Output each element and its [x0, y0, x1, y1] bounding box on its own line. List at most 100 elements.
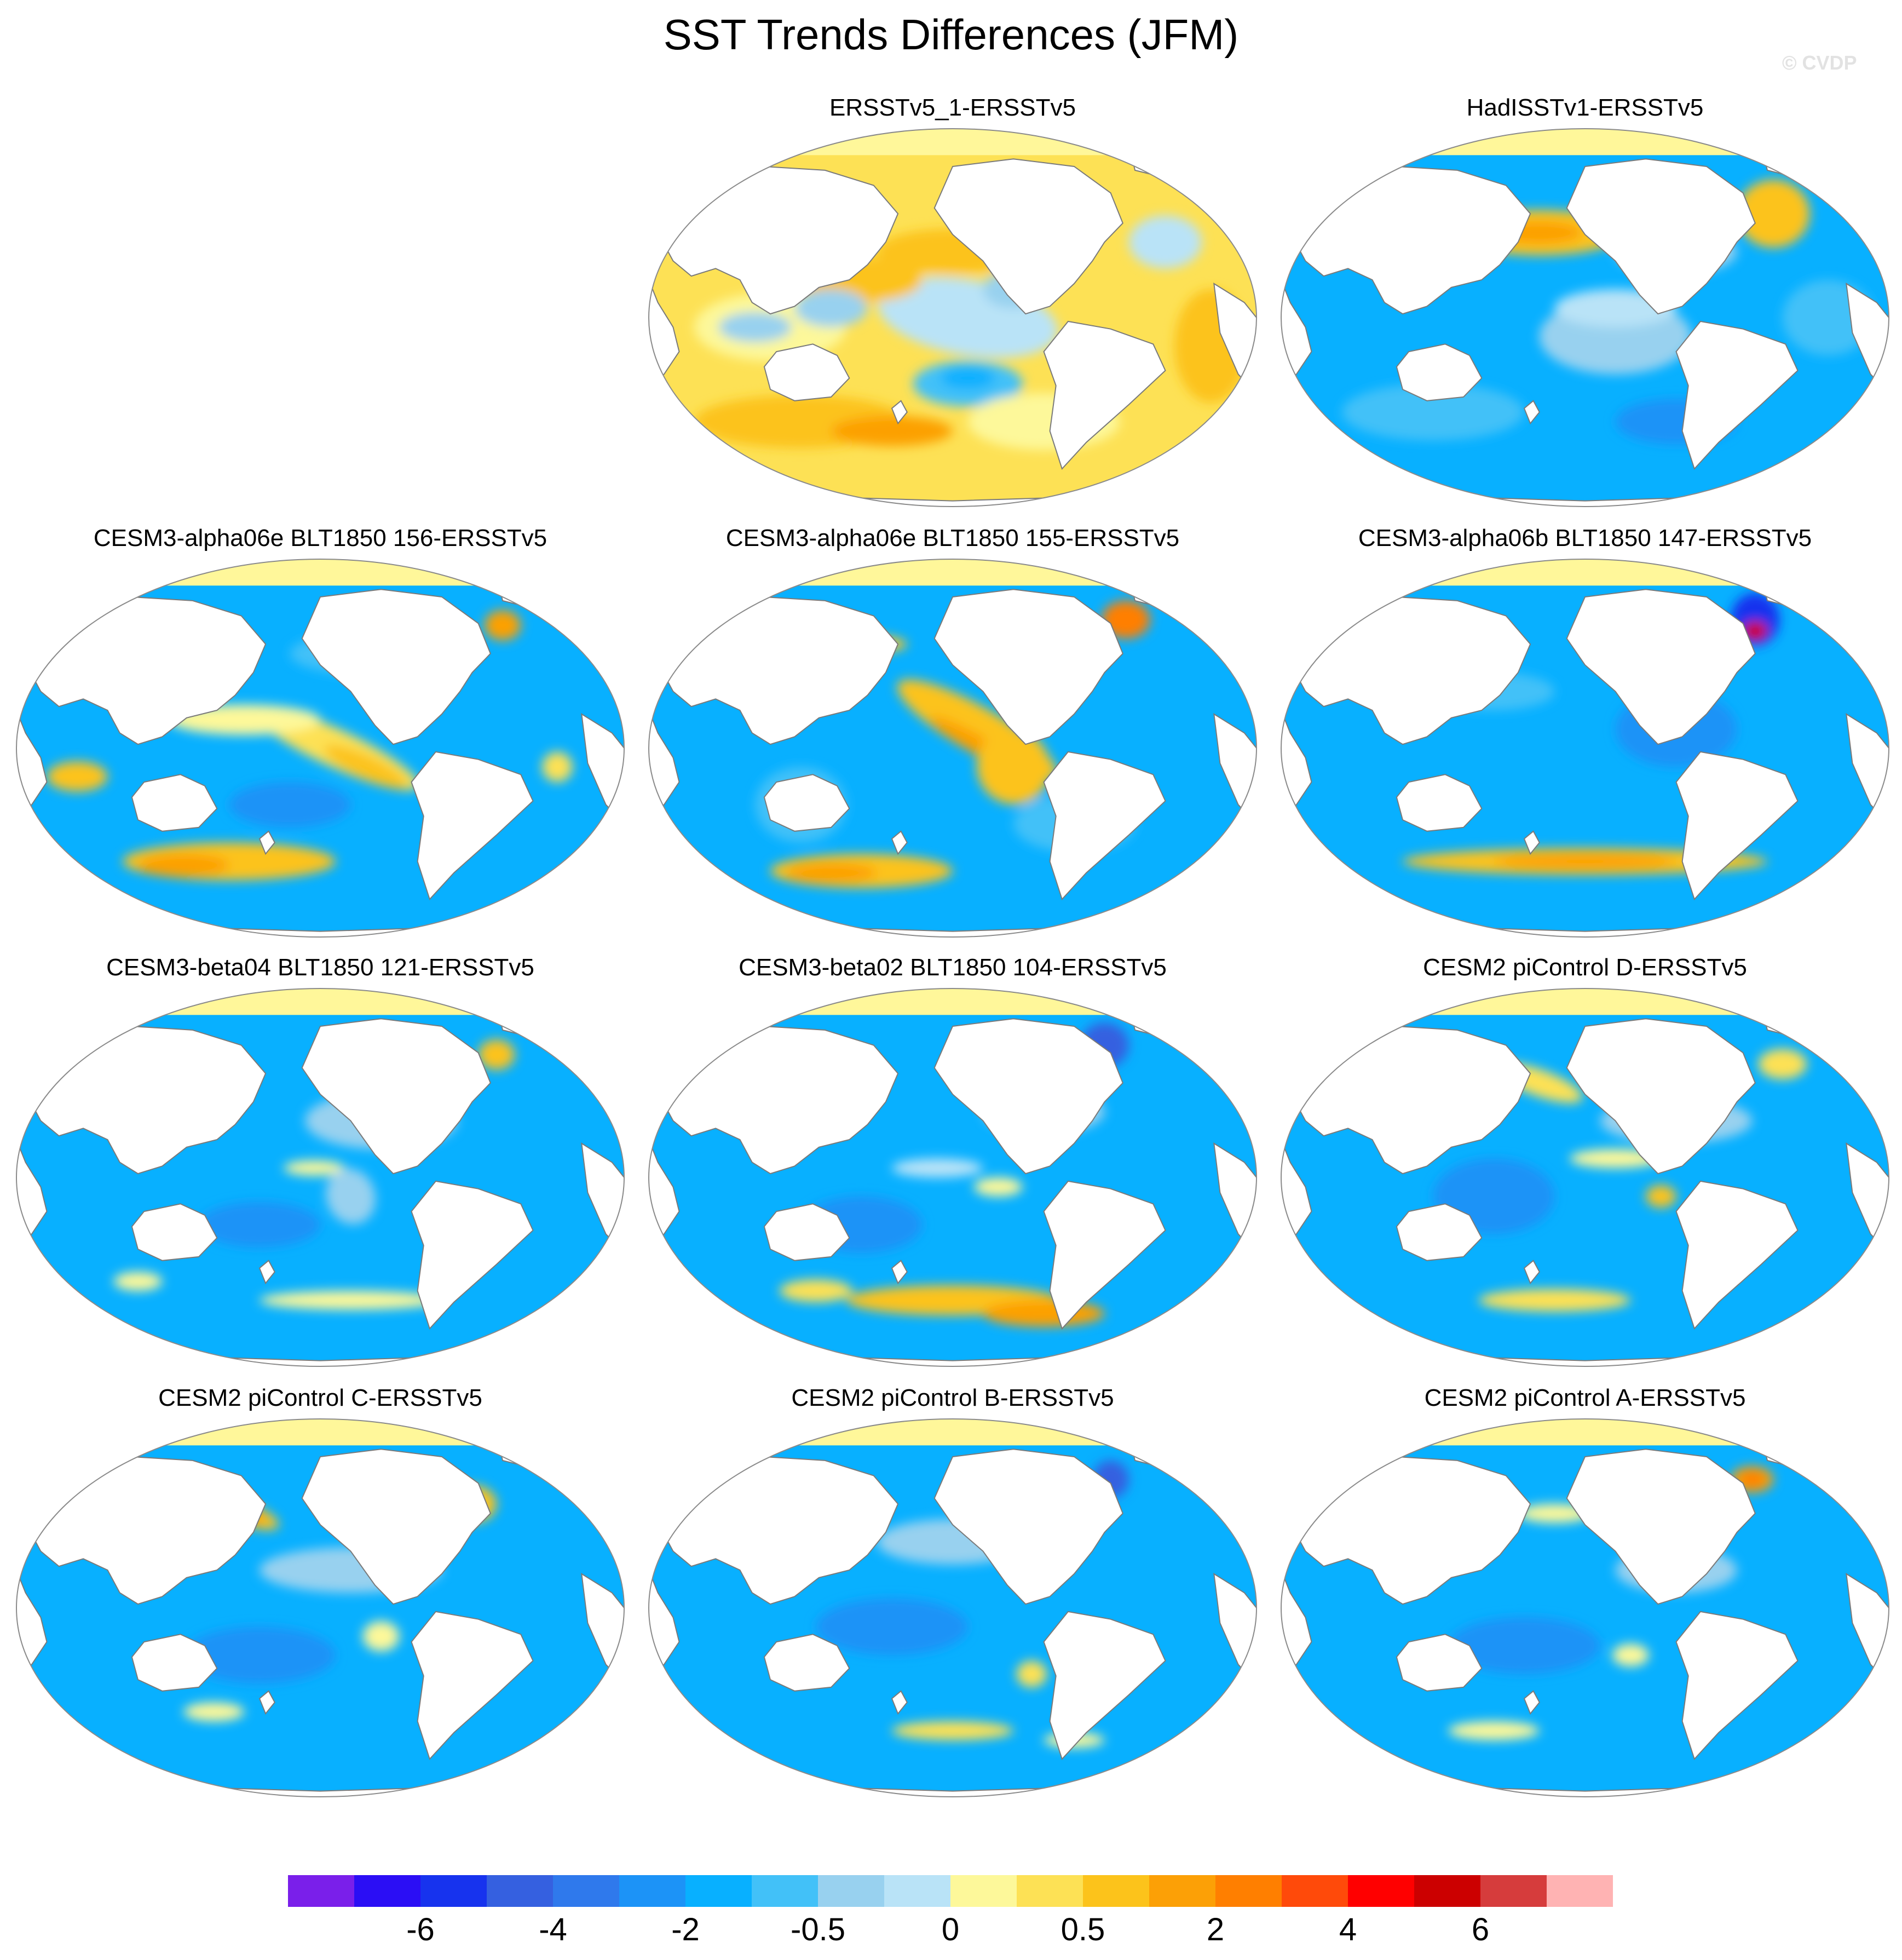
panel-title: CESM3-alpha06e BLT1850 155-ERSSTv5	[725, 525, 1180, 551]
land-africae	[1213, 1142, 1257, 1255]
land-africae	[1846, 712, 1889, 825]
colorbar-box	[818, 1875, 884, 1907]
map-border	[648, 988, 1257, 1367]
anomaly-contour	[718, 312, 792, 342]
map-plot	[1281, 988, 1889, 1367]
map-panel: CESM2 piControl A-ERSSTv5	[1273, 1384, 1897, 1812]
map-plot	[648, 559, 1257, 938]
map-plot	[16, 559, 625, 938]
land-africae	[1846, 1572, 1889, 1685]
land-africae	[581, 1572, 624, 1685]
colorbar-box	[553, 1875, 619, 1907]
map-panel: CESM3-alpha06b BLT1850 147-ERSSTv5	[1273, 525, 1897, 952]
colorbar-box	[752, 1875, 818, 1907]
map-border	[1281, 559, 1889, 938]
panel-title: CESM2 piControl B-ERSSTv5	[791, 1384, 1114, 1411]
anomaly-contour	[973, 1177, 1023, 1197]
land-australia	[763, 343, 850, 401]
colorbar-tick-label: 0	[941, 1912, 960, 1947]
land-australia	[131, 774, 218, 832]
map-border	[16, 988, 625, 1367]
watermark: © CVDP	[1782, 51, 1857, 74]
arctic-cap	[785, 1419, 1120, 1446]
map-panel: HadISSTv1-ERSSTv5	[1273, 94, 1897, 521]
panel-title: CESM2 piControl C-ERSSTv5	[158, 1384, 482, 1411]
land-samerica	[1043, 751, 1166, 900]
colorbar-box	[1083, 1875, 1149, 1907]
map-border	[1281, 1418, 1889, 1797]
arctic-cap	[1417, 129, 1753, 156]
land-africaw	[16, 1139, 48, 1243]
map-plot	[648, 988, 1257, 1367]
land-nz	[258, 1690, 275, 1715]
anomaly-contour	[1448, 1721, 1540, 1740]
map-panel: CESM3-alpha06e BLT1850 156-ERSSTv5	[8, 525, 632, 952]
colorbar-box	[884, 1875, 950, 1907]
anomaly-contour	[183, 1626, 336, 1684]
arctic-cap	[1417, 1419, 1753, 1446]
land-namerica	[933, 158, 1123, 315]
land-nz	[1523, 400, 1540, 425]
map-border	[16, 559, 625, 938]
arctic-cap	[153, 1419, 488, 1446]
anomaly-contour	[1743, 621, 1767, 641]
anomaly-contour	[542, 751, 573, 783]
colorbar-box	[1414, 1875, 1480, 1907]
map-plot	[1281, 128, 1889, 507]
anomaly-contour	[831, 416, 953, 446]
colorbar-box	[1215, 1875, 1282, 1907]
colorbar: -6 -4 -2 -0.5 0 0.5 2 4 6	[288, 1875, 1613, 1949]
arctic-cap	[785, 129, 1120, 156]
land-samerica	[1675, 320, 1799, 470]
land-africaw	[16, 710, 48, 813]
colorbar-box	[420, 1875, 487, 1907]
anomaly-contour	[137, 854, 229, 877]
anomaly-contour	[362, 1621, 400, 1652]
anomaly-contour	[794, 289, 868, 327]
land-nz	[1523, 830, 1540, 855]
map-border	[648, 559, 1257, 938]
anomaly-contour	[1740, 1472, 1765, 1487]
land-australia	[131, 1203, 218, 1261]
colorbar-box	[1348, 1875, 1414, 1907]
land-africae	[1213, 712, 1257, 825]
map-plot	[1281, 1418, 1889, 1797]
land-namerica	[301, 1018, 491, 1175]
land-africaw	[649, 1570, 680, 1673]
land-samerica	[1043, 1611, 1166, 1760]
arctic-cap	[153, 559, 488, 586]
land-australia	[1396, 1203, 1483, 1261]
land-namerica	[301, 1449, 491, 1605]
map-plot	[1281, 559, 1889, 938]
map-panel: ERSSTv5_1-ERSSTv5	[641, 94, 1265, 521]
land-australia	[1396, 774, 1483, 832]
map-panel: CESM2 piControl B-ERSSTv5	[641, 1384, 1265, 1812]
panel-title: CESM2 piControl D-ERSSTv5	[1423, 954, 1747, 981]
colorbar-tick-label: -6	[406, 1912, 435, 1947]
colorbar-box	[354, 1875, 420, 1907]
anomaly-contour	[199, 1202, 320, 1248]
land-namerica	[1566, 1449, 1756, 1605]
map-panel: CESM3-beta02 BLT1850 104-ERSSTv5	[641, 954, 1265, 1381]
anomaly-contour	[785, 863, 877, 882]
arctic-cap	[1417, 559, 1753, 586]
colorbar-box	[950, 1875, 1017, 1907]
anomaly-contour	[1448, 1617, 1600, 1674]
land-australia	[763, 1203, 850, 1261]
land-nz	[891, 830, 908, 855]
land-africaw	[649, 279, 680, 383]
anomaly-contour	[260, 1291, 442, 1310]
land-australia	[1396, 1634, 1483, 1692]
land-africaw	[1281, 279, 1312, 383]
land-samerica	[1675, 1180, 1799, 1330]
anomaly-contour	[1758, 1049, 1807, 1079]
land-samerica	[1675, 751, 1799, 900]
land-samerica	[1675, 1611, 1799, 1760]
anomaly-contour	[326, 1168, 376, 1225]
land-namerica	[1566, 158, 1756, 315]
colorbar-box	[1480, 1875, 1547, 1907]
figure-title: SST Trends Differences (JFM)	[663, 10, 1239, 59]
anomaly-contour	[47, 761, 108, 792]
map-border	[648, 1418, 1257, 1797]
map-border	[1281, 128, 1889, 507]
